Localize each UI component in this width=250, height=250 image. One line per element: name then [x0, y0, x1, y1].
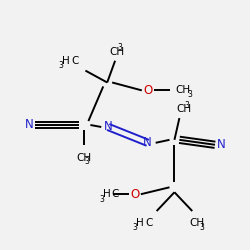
Text: N: N — [216, 138, 225, 151]
Text: H: H — [62, 56, 70, 66]
Text: O: O — [143, 84, 152, 97]
Text: CH: CH — [176, 104, 192, 114]
Text: O: O — [130, 188, 140, 201]
Text: N: N — [143, 136, 152, 149]
Text: CH: CH — [76, 153, 92, 163]
Text: CH: CH — [109, 47, 124, 57]
Text: 3: 3 — [84, 157, 89, 166]
Text: 3: 3 — [100, 195, 105, 204]
Text: N: N — [25, 118, 34, 132]
Text: 3: 3 — [118, 43, 122, 52]
Text: C: C — [145, 218, 152, 228]
Text: 3: 3 — [132, 223, 137, 232]
Text: 3: 3 — [185, 101, 190, 110]
Text: 3: 3 — [200, 223, 204, 232]
Text: C: C — [71, 56, 78, 66]
Text: 3: 3 — [188, 90, 193, 99]
Text: C: C — [112, 189, 119, 199]
Text: H: H — [136, 218, 144, 228]
Text: CH: CH — [176, 86, 190, 96]
Text: 3: 3 — [58, 61, 63, 70]
Text: H: H — [103, 189, 111, 199]
Text: N: N — [104, 120, 112, 134]
Text: CH: CH — [189, 218, 204, 228]
